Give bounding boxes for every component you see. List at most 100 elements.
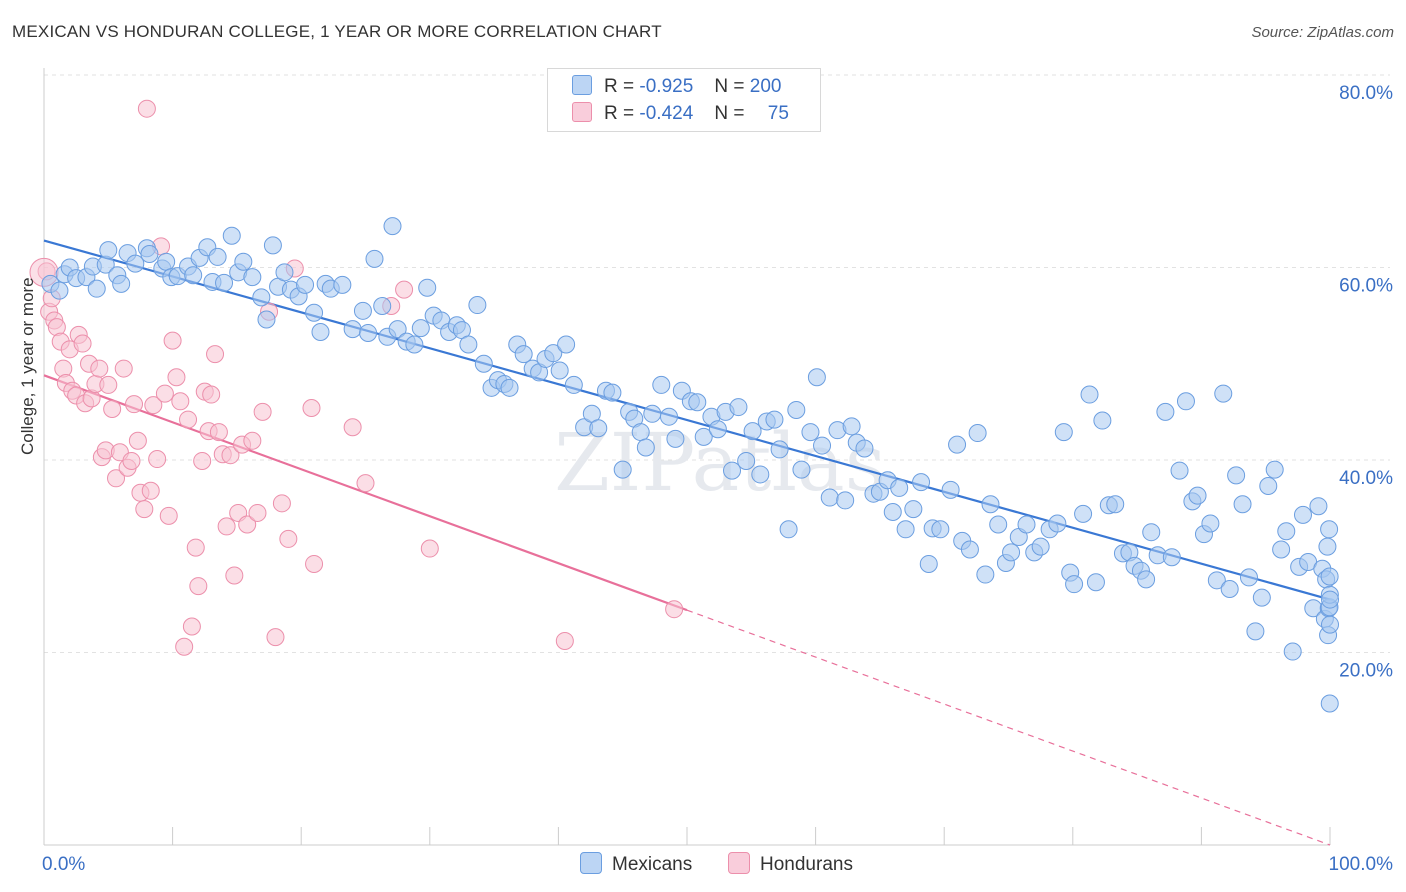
honduran-point-53 xyxy=(217,517,236,536)
honduran-point-41 xyxy=(175,637,194,656)
honduran-point-43 xyxy=(182,617,201,636)
mexican-point-164 xyxy=(1176,392,1195,411)
legend-r-label: R = xyxy=(604,76,635,97)
honduran-point-44 xyxy=(186,538,205,557)
mexican-point-115 xyxy=(842,417,861,436)
mexican-point-135 xyxy=(981,495,1000,514)
mexican-point-179 xyxy=(1272,540,1291,559)
honduran-point-45 xyxy=(189,577,208,596)
honduran-point-33 xyxy=(144,396,163,415)
honduran-point-34 xyxy=(148,450,167,469)
honduran-point-28 xyxy=(128,431,147,450)
mexican-point-168 xyxy=(1201,514,1220,533)
mexican-point-35 xyxy=(275,263,294,282)
honduran-point-22 xyxy=(107,469,126,488)
honduran-point-75 xyxy=(665,600,684,619)
mexican-point-62 xyxy=(468,296,487,315)
legend-row-hondurans: R = -0.424 N = 75 xyxy=(572,102,789,125)
mexican-point-96 xyxy=(708,420,727,439)
honduran-point-12 xyxy=(73,334,92,353)
mexican-point-73 xyxy=(544,344,563,363)
mexican-point-94 xyxy=(694,427,713,446)
honduran-point-26 xyxy=(122,451,141,470)
mexican-point-125 xyxy=(912,473,931,492)
mexican-point-76 xyxy=(564,375,583,394)
mexican-point-79 xyxy=(589,419,608,438)
mexican-point-158 xyxy=(1137,570,1156,589)
mexican-point-163 xyxy=(1170,461,1189,480)
legend-n-label: N = xyxy=(714,103,745,124)
mexican-point-122 xyxy=(890,478,909,497)
mexican-point-196 xyxy=(1320,694,1339,713)
mexican-point-31 xyxy=(252,288,271,307)
y-tick-label-0: 20.0% xyxy=(1339,661,1393,682)
mexican-point-171 xyxy=(1220,579,1239,598)
y-tick-label-1: 40.0% xyxy=(1339,468,1393,489)
mexican-point-193 xyxy=(1320,520,1339,539)
mexican-point-149 xyxy=(1080,385,1099,404)
honduran-point-69 xyxy=(343,418,362,437)
mexican-point-117 xyxy=(855,439,874,458)
mexican-point-81 xyxy=(603,383,622,402)
mexican-point-7 xyxy=(87,279,106,298)
mexican-point-186 xyxy=(1309,497,1328,516)
y-tick-label-2: 60.0% xyxy=(1339,276,1393,297)
mexican-point-75 xyxy=(557,335,576,354)
mexican-point-107 xyxy=(787,400,806,419)
mexican-point-67 xyxy=(500,378,519,397)
mexican-point-93 xyxy=(688,393,707,412)
trend-lines xyxy=(43,239,1331,846)
correlation-legend: R = -0.925 N = 200 R = -0.424 N = 75 xyxy=(547,68,821,132)
mexican-point-175 xyxy=(1246,622,1265,641)
mexican-point-100 xyxy=(737,451,756,470)
mexican-point-148 xyxy=(1074,504,1093,523)
honduran-point-67 xyxy=(302,399,321,418)
honduran-point-27 xyxy=(125,395,144,414)
bottom-legend-label: Mexicans xyxy=(612,854,693,875)
grid-lines xyxy=(44,74,1390,653)
mexican-point-15 xyxy=(140,245,159,264)
honduran-point-68 xyxy=(305,554,324,573)
mexican-point-39 xyxy=(305,303,324,322)
mexican-point-180 xyxy=(1277,522,1296,541)
mexican-point-53 xyxy=(405,335,424,354)
legend-n-value: 75 xyxy=(767,103,789,124)
source-label: Source: ZipAtlas.com xyxy=(1251,24,1394,41)
mexican-point-87 xyxy=(643,404,662,423)
legend-row-mexicans: R = -0.925 N = 200 xyxy=(572,75,781,98)
mexican-point-140 xyxy=(1017,515,1036,534)
mexican-point-172 xyxy=(1227,466,1246,485)
mexican-point-199 xyxy=(1321,615,1339,634)
honduran-point-58 xyxy=(238,515,257,534)
honduran-point-63 xyxy=(266,628,285,647)
mexican-point-121 xyxy=(883,502,902,521)
x-tick-label-1: 100.0% xyxy=(1329,854,1394,875)
tick-labels: 20.0% 40.0% 60.0% 80.0% 0.0% 100.0% xyxy=(42,83,1393,875)
honduran-point-31 xyxy=(137,99,156,118)
legend-swatch-mexicans xyxy=(572,75,592,95)
x-tick-label-0: 0.0% xyxy=(42,854,85,875)
mexicans-points xyxy=(41,217,1339,713)
mexican-point-129 xyxy=(941,480,960,499)
bottom-legend-label: Hondurans xyxy=(760,854,853,875)
honduran-point-32 xyxy=(141,481,160,500)
mexican-point-130 xyxy=(948,435,967,454)
mexican-point-174 xyxy=(1239,568,1258,587)
mexican-point-166 xyxy=(1188,486,1207,505)
honduran-point-51 xyxy=(209,423,228,442)
mexican-point-89 xyxy=(659,407,678,426)
honduran-point-36 xyxy=(155,384,174,403)
mexican-point-112 xyxy=(820,488,839,507)
axes xyxy=(43,68,1331,846)
mexican-point-86 xyxy=(636,438,655,457)
mexican-point-114 xyxy=(836,491,855,510)
mexican-point-145 xyxy=(1054,423,1073,442)
honduran-point-20 xyxy=(99,375,118,394)
honduran-point-61 xyxy=(253,402,272,421)
honduran-point-74 xyxy=(555,631,574,650)
mexican-point-169 xyxy=(1207,571,1226,590)
mexican-point-55 xyxy=(418,278,437,297)
mexican-point-44 xyxy=(343,320,362,339)
honduran-point-65 xyxy=(279,529,298,548)
mexican-point-99 xyxy=(729,398,748,417)
